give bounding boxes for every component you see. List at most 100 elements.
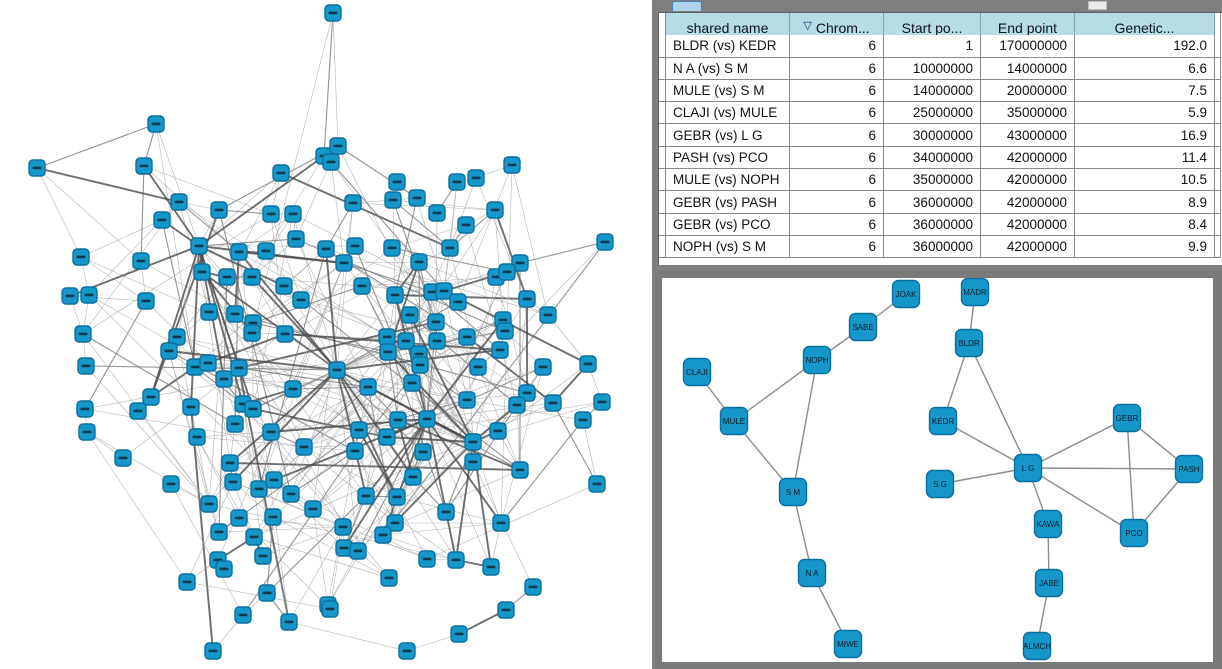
table-cell[interactable]: 170000000 [981, 35, 1075, 58]
table-cell[interactable]: 42000000 [981, 213, 1075, 236]
overview-network-canvas[interactable] [0, 0, 652, 669]
network-node[interactable] [891, 279, 921, 309]
table-cell[interactable]: GEBR (vs) PASH [666, 191, 790, 214]
network-node[interactable] [833, 629, 863, 659]
network-edge [343, 441, 474, 549]
table-cell[interactable]: 35000000 [884, 169, 981, 192]
table-cell[interactable]: 35000000 [981, 102, 1075, 125]
table-cell[interactable]: 36000000 [884, 213, 981, 236]
table-row-gutter [1215, 57, 1221, 80]
network-edge [343, 469, 521, 549]
table-cell[interactable]: 14000000 [884, 79, 981, 103]
table-cell[interactable]: 1 [884, 35, 981, 58]
table-cell[interactable]: 36000000 [884, 191, 981, 214]
table-cell[interactable]: 30000000 [884, 124, 981, 147]
table-cell[interactable]: 192.0 [1075, 35, 1215, 58]
table-cell[interactable]: 6.6 [1075, 57, 1215, 80]
network-node[interactable] [1174, 454, 1204, 484]
table-cell[interactable]: 42000000 [981, 191, 1075, 214]
table-cell[interactable]: 6 [790, 79, 884, 103]
table-cell[interactable]: 9.9 [1075, 235, 1215, 259]
network-node[interactable] [682, 357, 712, 387]
node-label-smudge [234, 250, 244, 254]
network-node[interactable] [719, 406, 749, 436]
table-cell[interactable]: 42000000 [981, 235, 1075, 259]
node-label-smudge [197, 270, 207, 274]
network-edge [435, 212, 438, 323]
node-label-smudge [248, 407, 258, 411]
network-node[interactable] [928, 406, 958, 436]
network-edge [547, 314, 589, 365]
table-cell[interactable]: 10.5 [1075, 169, 1215, 192]
table-row-gutter [659, 79, 666, 103]
network-node[interactable] [1034, 568, 1064, 598]
horizontal-scrollbar-thumb[interactable] [1088, 1, 1107, 10]
table-cell[interactable]: 6 [790, 102, 884, 125]
table-cell[interactable]: CLAJI (vs) MULE [666, 102, 790, 125]
node-label-smudge [408, 475, 418, 479]
table-cell[interactable]: 34000000 [884, 146, 981, 170]
table-cell[interactable]: 25000000 [884, 102, 981, 125]
table-cell[interactable]: GEBR (vs) L G [666, 124, 790, 147]
table-cell[interactable]: MULE (vs) S M [666, 79, 790, 103]
table-cell[interactable]: 14000000 [981, 57, 1075, 80]
table-cell[interactable]: 6 [790, 191, 884, 214]
network-edge [122, 406, 192, 459]
table-cell[interactable]: NOPH (vs) S M [666, 235, 790, 259]
table-cell[interactable]: 11.4 [1075, 146, 1215, 170]
node-label-smudge [204, 502, 214, 506]
table-cell[interactable]: 6 [790, 213, 884, 236]
table-cell[interactable]: 6 [790, 169, 884, 192]
table-cell[interactable]: 42000000 [981, 146, 1075, 170]
network-node[interactable] [1022, 631, 1052, 661]
table-cell[interactable]: 6 [790, 146, 884, 170]
table-cell[interactable]: 6 [790, 35, 884, 58]
network-node[interactable] [802, 345, 832, 375]
network-edge [336, 294, 396, 371]
network-edge [392, 199, 451, 249]
panel-tab[interactable] [672, 1, 702, 11]
network-node[interactable] [1119, 518, 1149, 548]
node-label-smudge [454, 632, 464, 636]
table-cell[interactable]: 43000000 [981, 124, 1075, 147]
node-label-smudge [247, 275, 257, 279]
table-cell[interactable]: 16.9 [1075, 124, 1215, 147]
network-node[interactable] [1112, 403, 1142, 433]
table-cell[interactable]: 8.4 [1075, 213, 1215, 236]
network-edge [288, 526, 344, 623]
node-label-smudge [78, 332, 88, 336]
network-node[interactable] [1033, 509, 1063, 539]
node-label-smudge [299, 445, 309, 449]
network-node[interactable] [960, 278, 990, 307]
network-node[interactable] [925, 469, 955, 499]
node-label-smudge [387, 246, 397, 250]
table-cell[interactable]: MULE (vs) NOPH [666, 169, 790, 192]
table-row-gutter [659, 169, 666, 192]
table-cell[interactable]: 20000000 [981, 79, 1075, 103]
node-label-smudge [422, 557, 432, 561]
filter-icon[interactable]: ▽ [803, 20, 812, 32]
table-cell[interactable]: 10000000 [884, 57, 981, 80]
table-cell[interactable]: 7.5 [1075, 79, 1215, 103]
node-label-smudge [269, 478, 279, 482]
node-label-smudge [427, 290, 437, 294]
table-cell[interactable]: 8.9 [1075, 191, 1215, 214]
table-cell[interactable]: N A (vs) S M [666, 57, 790, 80]
network-node[interactable] [1013, 453, 1043, 483]
network-node[interactable] [954, 328, 984, 358]
network-node[interactable] [848, 312, 878, 342]
network-node[interactable] [778, 477, 808, 507]
table-row-gutter [1215, 169, 1221, 192]
network-edge [178, 201, 388, 338]
table-cell[interactable]: 6 [790, 57, 884, 80]
table-cell[interactable]: 5.9 [1075, 102, 1215, 125]
network-node[interactable] [797, 558, 827, 588]
table-cell[interactable]: PASH (vs) PCO [666, 146, 790, 170]
table-cell[interactable]: BLDR (vs) KEDR [666, 35, 790, 58]
table-cell[interactable]: 36000000 [884, 235, 981, 259]
table-cell[interactable]: GEBR (vs) PCO [666, 213, 790, 236]
table-cell[interactable]: 6 [790, 124, 884, 147]
table-cell[interactable]: 42000000 [981, 169, 1075, 192]
table-cell[interactable]: 6 [790, 235, 884, 259]
